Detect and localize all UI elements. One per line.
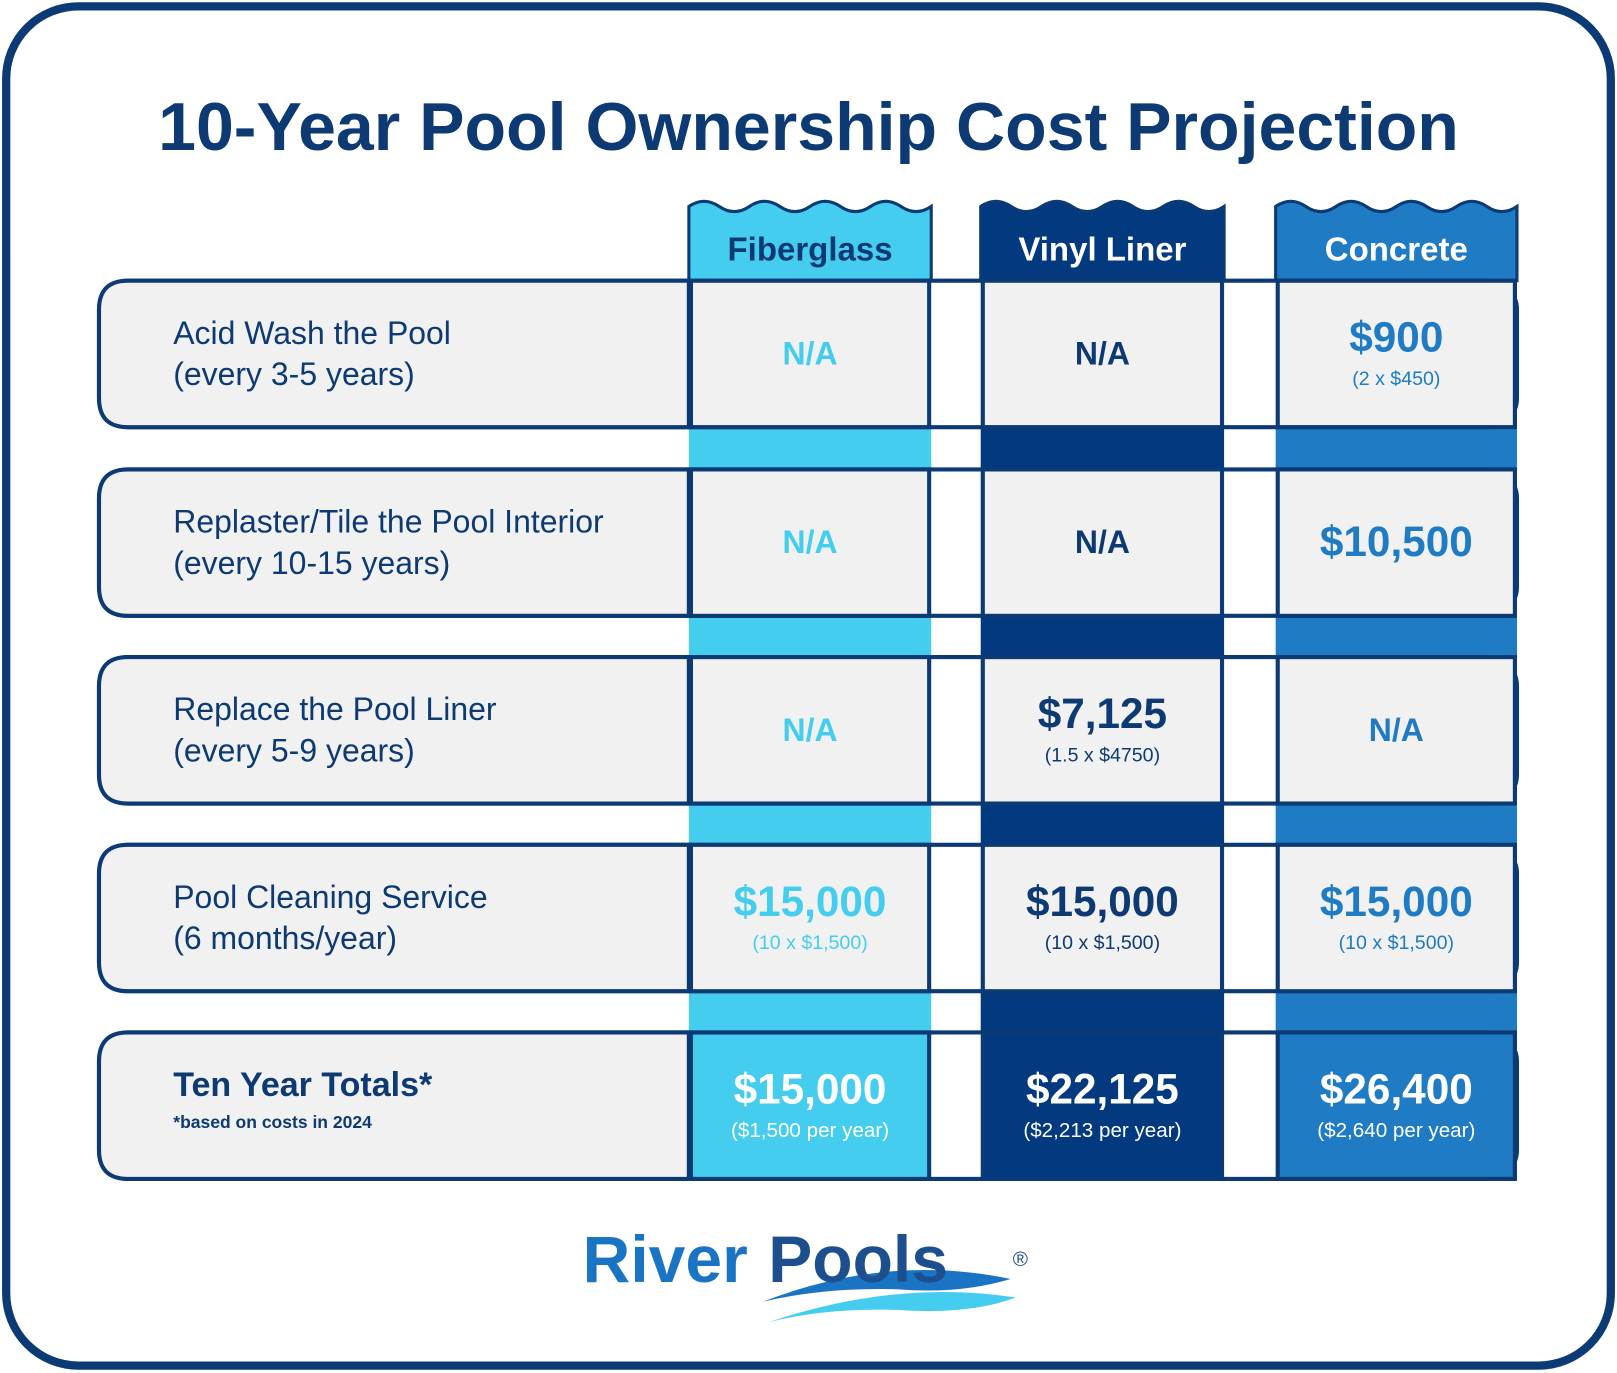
- cell: [1275, 467, 1517, 618]
- logo-wave: [768, 1291, 1016, 1323]
- row-note: (every 3-5 years): [173, 356, 415, 392]
- row-note: (6 months/year): [173, 920, 397, 956]
- row-label-cell: [96, 467, 691, 618]
- cell: [980, 655, 1225, 806]
- cell: [688, 655, 932, 806]
- title: 10-Year Pool Ownership Cost Projection: [158, 89, 1459, 165]
- logo-mark: ®: [1013, 1248, 1028, 1271]
- row-note: *based on costs in 2024: [173, 1112, 372, 1132]
- row-label: Replace the Pool Liner: [173, 691, 497, 727]
- row-label-cell: [96, 655, 691, 806]
- logo-word: Pools: [768, 1222, 948, 1296]
- cell-detail: ($2,640 per year): [1317, 1119, 1475, 1142]
- cell-value: N/A: [1369, 712, 1424, 748]
- column-header: Concrete: [1325, 231, 1468, 268]
- cell: [1275, 278, 1517, 430]
- row-label: Acid Wash the Pool: [173, 315, 451, 351]
- cell-value: $22,125: [1026, 1065, 1179, 1112]
- cell-value: $15,000: [734, 878, 887, 925]
- row-label: Pool Cleaning Service: [173, 879, 487, 915]
- cell: [688, 278, 932, 430]
- row-note: (every 5-9 years): [173, 732, 415, 768]
- logo-wave: [763, 1270, 1011, 1302]
- row-label-cell: [96, 278, 691, 430]
- cell-detail: ($2,213 per year): [1023, 1119, 1181, 1142]
- cell: [1275, 655, 1517, 806]
- cell-value: N/A: [783, 335, 838, 371]
- column-header-tab: [1274, 199, 1519, 283]
- cell: [688, 467, 932, 618]
- cell: [980, 1030, 1225, 1181]
- column-header-tab: [687, 199, 933, 283]
- logo-word: River: [583, 1222, 748, 1296]
- cell-detail: ($1,500 per year): [731, 1119, 889, 1142]
- cell-value: N/A: [1075, 335, 1130, 371]
- cell: [980, 278, 1225, 430]
- cell-value: $26,400: [1320, 1065, 1473, 1112]
- cell-detail: (10 x $1,500): [1339, 932, 1454, 954]
- cell-detail: (1.5 x $4750): [1045, 744, 1160, 766]
- cell: [688, 1030, 932, 1181]
- row-label-cell: [96, 1030, 691, 1181]
- cell-detail: (2 x $450): [1352, 368, 1440, 390]
- cell-value: N/A: [783, 712, 838, 748]
- cell-value: $15,000: [734, 1065, 887, 1112]
- column-header: Vinyl Liner: [1018, 231, 1186, 268]
- cell-value: $900: [1349, 314, 1443, 361]
- cell-value: $15,000: [1320, 878, 1473, 925]
- cell-value: N/A: [783, 524, 838, 560]
- column-header-tab: [979, 199, 1226, 283]
- row-note: (every 10-15 years): [173, 545, 450, 581]
- cell: [980, 467, 1225, 618]
- cell-value: $15,000: [1026, 878, 1179, 925]
- column-header: Fiberglass: [728, 231, 893, 268]
- cell: [1275, 842, 1517, 994]
- cell-detail: (10 x $1,500): [752, 932, 867, 954]
- row-label: Replaster/Tile the Pool Interior: [173, 504, 604, 540]
- cell-value: $7,125: [1038, 690, 1167, 737]
- cell-value: N/A: [1075, 524, 1130, 560]
- cell: [1275, 1030, 1517, 1181]
- cell: [688, 842, 932, 994]
- cell-detail: (10 x $1,500): [1045, 932, 1160, 954]
- cell: [980, 842, 1225, 994]
- cell-value: $10,500: [1320, 518, 1473, 565]
- row-label-cell: [96, 842, 691, 994]
- row-label: Ten Year Totals*: [173, 1066, 433, 1104]
